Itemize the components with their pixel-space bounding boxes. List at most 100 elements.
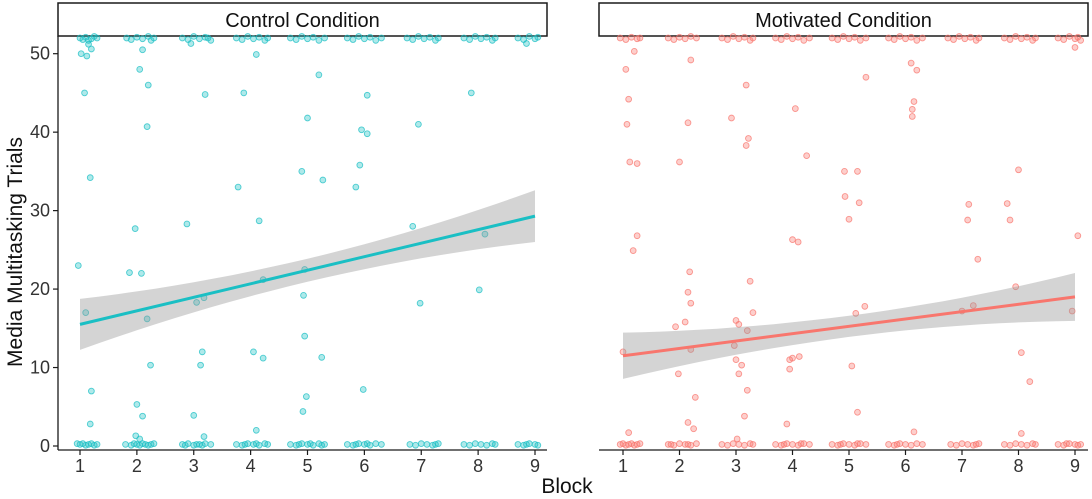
data-point xyxy=(139,412,146,420)
data-point xyxy=(1023,441,1031,449)
data-point xyxy=(789,441,796,448)
data-point xyxy=(363,130,371,138)
data-point xyxy=(252,51,260,58)
data-point xyxy=(483,33,491,41)
data-point xyxy=(240,89,248,97)
data-point xyxy=(190,33,198,40)
data-point xyxy=(783,33,791,40)
data-point xyxy=(1012,33,1020,40)
y-tick-label: 40 xyxy=(30,122,50,142)
data-point xyxy=(1006,36,1014,43)
data-point xyxy=(190,412,198,419)
data-point xyxy=(138,270,145,277)
data-point xyxy=(908,113,916,120)
data-point xyxy=(514,34,522,42)
data-point xyxy=(133,401,141,408)
data-point xyxy=(304,35,311,43)
data-point xyxy=(252,426,260,434)
data-point xyxy=(139,35,146,43)
data-point xyxy=(298,168,306,175)
plot-area-control xyxy=(73,33,542,449)
data-point xyxy=(907,441,915,449)
x-tick-label: 5 xyxy=(844,456,854,476)
data-point xyxy=(772,34,779,42)
data-point xyxy=(964,216,972,224)
data-point xyxy=(423,441,431,448)
data-point xyxy=(250,35,257,43)
data-point xyxy=(828,441,836,448)
data-point xyxy=(127,36,135,43)
x-tick-label: 2 xyxy=(674,456,684,476)
y-tick-label: 20 xyxy=(30,279,50,299)
data-point xyxy=(742,142,750,149)
data-point xyxy=(460,441,468,448)
data-point xyxy=(743,327,751,335)
data-point xyxy=(363,91,371,99)
data-point xyxy=(845,441,853,448)
data-point xyxy=(684,441,692,448)
data-point xyxy=(733,435,741,443)
data-point xyxy=(412,441,419,449)
data-point xyxy=(460,34,468,42)
data-point xyxy=(907,59,915,67)
data-point xyxy=(797,440,805,448)
data-point xyxy=(786,365,794,373)
data-point xyxy=(144,81,152,89)
data-point xyxy=(1068,307,1076,315)
data-point xyxy=(896,33,904,40)
data-point xyxy=(684,288,692,296)
data-point xyxy=(845,215,853,223)
data-point xyxy=(684,119,692,127)
panel-control: Control Condition xyxy=(57,2,548,449)
data-point xyxy=(885,34,892,42)
data-point xyxy=(86,420,94,428)
data-point xyxy=(845,35,853,43)
data-point xyxy=(491,441,499,448)
data-point xyxy=(676,440,683,448)
data-point xyxy=(729,33,737,40)
data-point xyxy=(467,89,475,97)
data-point xyxy=(233,34,240,42)
data-point xyxy=(200,433,208,440)
data-point xyxy=(81,89,88,97)
y-axis: 0 10 20 30 40 50 xyxy=(30,36,59,456)
data-point xyxy=(420,35,428,43)
data-point xyxy=(416,299,424,307)
data-point xyxy=(86,174,94,182)
data-point xyxy=(523,441,530,448)
data-point xyxy=(862,34,870,42)
x-tick-label: 3 xyxy=(731,456,741,476)
data-point xyxy=(964,441,972,448)
data-point xyxy=(534,441,542,449)
data-point xyxy=(250,348,257,356)
data-point xyxy=(919,441,926,448)
data-point xyxy=(349,36,357,43)
data-point xyxy=(633,160,641,167)
data-point xyxy=(851,33,859,41)
x-tick-label: 9 xyxy=(530,456,540,476)
data-point xyxy=(735,321,743,328)
data-point xyxy=(854,408,861,416)
strip-label-control: Control Condition xyxy=(225,10,380,32)
data-point xyxy=(777,36,785,43)
data-point xyxy=(300,292,307,299)
data-point xyxy=(1054,441,1062,448)
data-point xyxy=(806,34,813,42)
data-point xyxy=(1077,441,1085,448)
trend-line xyxy=(622,295,1076,358)
data-point xyxy=(483,441,491,449)
data-point xyxy=(622,36,630,43)
data-point xyxy=(259,354,267,362)
data-point xyxy=(359,386,367,393)
data-point xyxy=(1017,441,1025,448)
data-point xyxy=(309,33,317,41)
data-point xyxy=(306,440,314,448)
data-point xyxy=(841,193,849,200)
data-point xyxy=(204,34,212,42)
data-point xyxy=(741,33,748,41)
data-point xyxy=(131,225,139,233)
data-point xyxy=(745,135,752,142)
data-point xyxy=(735,441,743,448)
data-point xyxy=(475,286,483,294)
data-point xyxy=(85,40,92,48)
